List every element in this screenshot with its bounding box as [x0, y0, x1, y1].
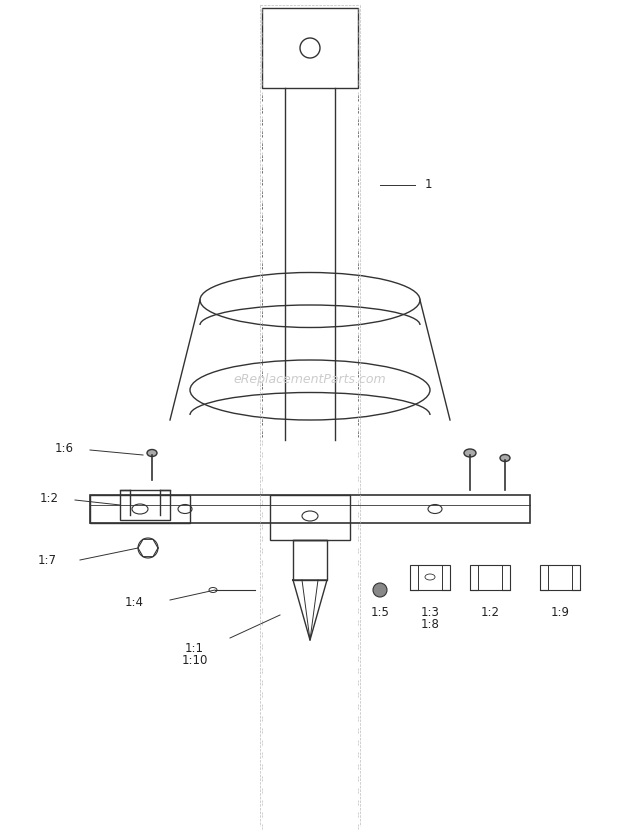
Bar — [262, 8, 358, 88]
Bar — [90, 495, 530, 523]
Text: 1:7: 1:7 — [38, 553, 57, 567]
Bar — [270, 495, 350, 540]
Text: 1:8: 1:8 — [420, 617, 440, 631]
Bar — [410, 565, 450, 590]
Text: 1:2: 1:2 — [480, 606, 500, 618]
Bar — [293, 540, 327, 580]
Bar — [90, 495, 190, 523]
Text: 1: 1 — [425, 179, 433, 191]
Bar — [540, 565, 580, 590]
Ellipse shape — [373, 583, 387, 597]
Bar — [470, 565, 510, 590]
Text: eReplacementParts.com: eReplacementParts.com — [234, 373, 386, 386]
Text: 1:9: 1:9 — [551, 606, 570, 618]
Ellipse shape — [500, 455, 510, 461]
Bar — [120, 490, 170, 520]
Text: 1:5: 1:5 — [371, 606, 389, 618]
Ellipse shape — [464, 449, 476, 457]
Text: 1:4: 1:4 — [125, 596, 144, 608]
Text: 1:1: 1:1 — [185, 642, 204, 655]
Text: 1:6: 1:6 — [55, 441, 74, 455]
Text: 1:3: 1:3 — [420, 606, 440, 618]
Ellipse shape — [147, 450, 157, 456]
Text: 1:2: 1:2 — [40, 491, 59, 504]
Text: 1:10: 1:10 — [182, 653, 208, 666]
